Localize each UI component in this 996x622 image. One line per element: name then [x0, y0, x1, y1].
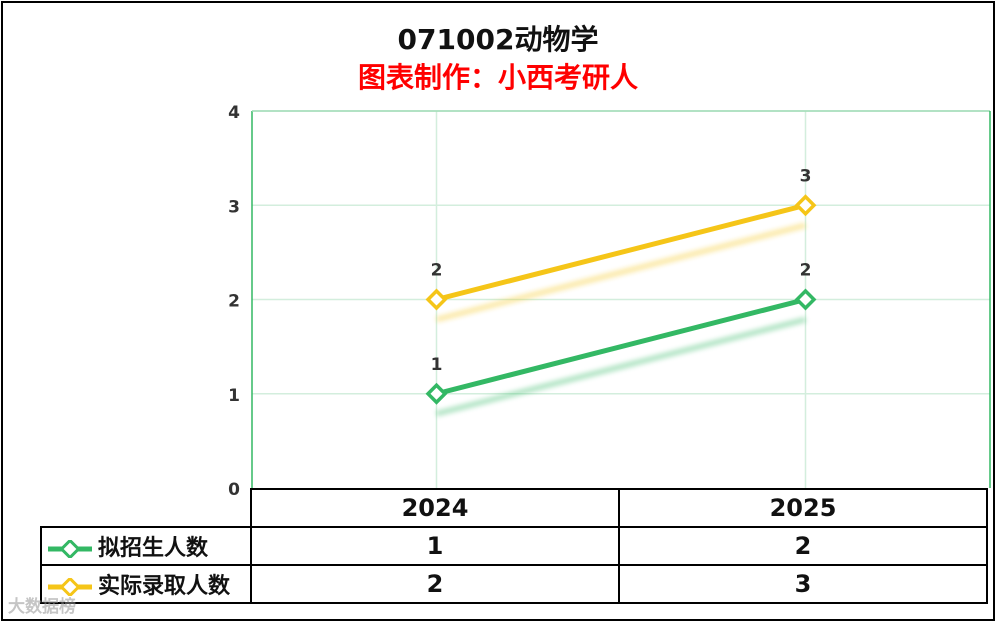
data-point-marker	[425, 288, 448, 311]
series-line	[434, 202, 808, 302]
legend-entry-admitted: 实际录取人数	[40, 564, 252, 604]
data-label: 2	[800, 261, 812, 281]
series-line	[434, 297, 808, 397]
data-label: 1	[431, 355, 443, 375]
data-point-marker	[794, 288, 817, 311]
data-point-marker	[794, 194, 817, 217]
table-header-2025: 2025	[618, 488, 988, 528]
series-line-shadow	[435, 222, 807, 323]
table-header-2024: 2024	[250, 488, 620, 528]
y-tick-label: 3	[228, 197, 240, 217]
chart-title: 071002动物学	[397, 23, 599, 56]
watermark: 大数据榜	[8, 597, 76, 617]
legend-entry-planned: 拟招生人数	[40, 526, 252, 566]
table-cell: 3	[618, 564, 988, 604]
table-cell: 2	[618, 526, 988, 566]
table-row: 拟招生人数 1 2	[40, 526, 988, 566]
series-name-admitted: 实际录取人数	[98, 574, 231, 599]
series-name-planned: 拟招生人数	[98, 536, 209, 561]
y-tick-label: 4	[228, 103, 240, 123]
series-line-shadow	[435, 316, 807, 417]
y-tick-label: 1	[228, 386, 240, 406]
legend-line-icon	[48, 578, 92, 596]
data-point-marker	[425, 382, 448, 405]
table-row: 实际录取人数 2 3	[40, 564, 988, 604]
table-cell: 2	[250, 564, 620, 604]
legend-line-icon	[48, 540, 92, 558]
data-label: 3	[800, 166, 812, 186]
chart-subtitle: 图表制作：小西考研人	[357, 61, 638, 94]
y-tick-label: 2	[228, 292, 240, 312]
data-label: 2	[431, 261, 443, 281]
table-cell: 1	[250, 526, 620, 566]
data-table: 2024 2025 拟招生人数 1 2 实际录取人数 2 3	[40, 488, 988, 604]
